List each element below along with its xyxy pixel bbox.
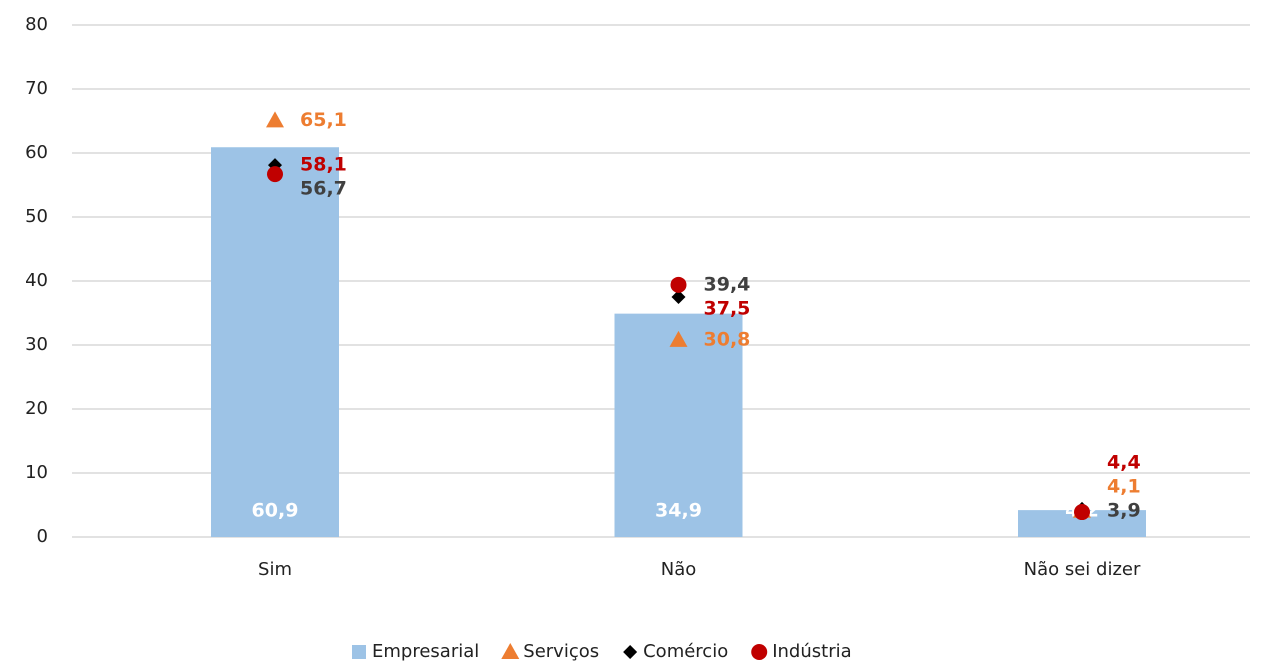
data-label: 56,7 xyxy=(300,178,347,200)
data-label: 3,9 xyxy=(1107,500,1141,522)
marker xyxy=(671,290,686,304)
x-tick-label: Sim xyxy=(258,559,292,580)
legend-swatch xyxy=(501,643,520,659)
x-tick-label: Não sei dizer xyxy=(1024,559,1141,580)
data-label: 65,1 xyxy=(300,109,347,131)
legend-swatch xyxy=(623,645,638,659)
y-tick-label: 40 xyxy=(25,270,48,291)
marker xyxy=(670,276,687,293)
marker xyxy=(266,111,284,128)
y-tick-label: 10 xyxy=(25,462,48,483)
legend-label: Indústria xyxy=(772,641,851,662)
y-tick-label: 70 xyxy=(25,78,48,99)
x-tick-label: Não xyxy=(661,559,697,580)
y-tick-label: 80 xyxy=(25,14,48,35)
y-tick-label: 30 xyxy=(25,334,48,355)
legend-swatch xyxy=(352,645,366,659)
legend-swatch xyxy=(751,644,768,660)
marker xyxy=(669,330,688,347)
bar xyxy=(614,313,743,537)
data-label: 4,1 xyxy=(1107,476,1141,498)
data-label: 4,4 xyxy=(1107,452,1141,474)
marker xyxy=(267,166,283,183)
y-tick-label: 0 xyxy=(37,526,48,547)
y-tick-label: 50 xyxy=(25,206,48,227)
y-tick-label: 20 xyxy=(25,398,48,419)
marker xyxy=(1074,504,1090,521)
y-tick-label: 60 xyxy=(25,142,48,163)
data-label: 37,5 xyxy=(704,297,751,319)
data-label: 39,4 xyxy=(704,273,751,295)
bar xyxy=(211,147,339,538)
bar-label: 60,9 xyxy=(252,500,299,522)
legend-label: Empresarial xyxy=(372,641,479,662)
legend-label: Serviços xyxy=(523,641,599,662)
data-label: 30,8 xyxy=(704,328,751,350)
legend-label: Comércio xyxy=(643,641,728,662)
data-label: 58,1 xyxy=(300,154,347,176)
bar-label: 34,9 xyxy=(655,500,702,522)
